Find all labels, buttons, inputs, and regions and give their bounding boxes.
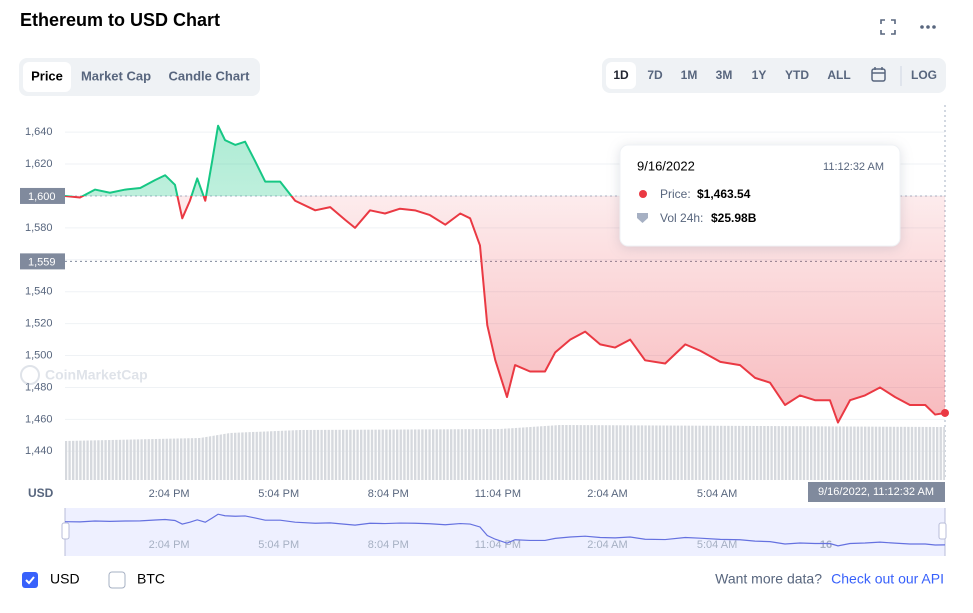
price-line-up — [64, 124, 293, 196]
price-line-down — [64, 195, 946, 424]
range-bar — [602, 58, 946, 93]
y-tick-label: 1,640 — [25, 126, 53, 138]
navigator-tick-label: 2:04 AM — [587, 539, 627, 551]
api-link[interactable]: Check out our API — [831, 571, 944, 587]
navigator-line — [64, 513, 946, 547]
legend-label[interactable]: USD — [50, 571, 80, 587]
watermark: CoinMarketCap — [20, 365, 148, 385]
title: Ethereum to USD Chart — [20, 10, 220, 30]
more-icon[interactable] — [920, 25, 936, 29]
range-button[interactable]: 1D — [613, 68, 629, 82]
range-button[interactable]: ALL — [827, 68, 850, 82]
footer-text: Want more data? — [715, 571, 822, 587]
x-tick-label: 5:04 AM — [697, 488, 737, 500]
range-button[interactable]: 3M — [716, 68, 733, 82]
y-tick-label: 1,540 — [25, 286, 53, 298]
tooltip-box — [619, 144, 901, 247]
tab[interactable]: Candle Chart — [169, 68, 251, 83]
x-tick-label: 2:04 AM — [587, 488, 627, 500]
checkmark — [25, 576, 35, 585]
range-button[interactable]: YTD — [785, 68, 809, 82]
navigator-tick-label: 2:04 PM — [149, 539, 190, 551]
navigator-tick-label: 5:04 AM — [697, 539, 737, 551]
y-tick-label: 1,460 — [25, 413, 53, 425]
tooltip-vol-icon — [637, 213, 648, 223]
tooltip-time: 11:12:32 AM — [823, 161, 884, 173]
navigator-tick-label: 8:04 PM — [368, 539, 409, 551]
fullscreen-icon[interactable] — [880, 19, 896, 35]
crosshair_y-label-box — [20, 253, 65, 270]
tab[interactable]: Market Cap — [81, 68, 151, 83]
tooltip-value: $25.98B — [711, 211, 757, 225]
tooltip-value: $1,463.54 — [697, 187, 751, 201]
tab[interactable]: Price — [31, 68, 63, 83]
navigator-handle[interactable] — [61, 522, 70, 540]
baseline-label-box — [20, 187, 65, 204]
tooltip-date: 9/16/2022 — [637, 158, 695, 173]
navigator-handle[interactable] — [938, 522, 947, 540]
range-button[interactable]: LOG — [911, 68, 937, 82]
area-down — [65, 195, 945, 423]
y-tick-label: 1,520 — [25, 318, 53, 330]
navigator-day-label: 16 — [820, 539, 832, 551]
range-button[interactable]: 1Y — [752, 68, 767, 82]
tooltip-dot — [639, 190, 647, 198]
tooltip: 9/16/2022 11:12:32 AM Price: $1,463.54 V… — [619, 144, 901, 247]
tooltip-label: Vol 24h: — [660, 211, 703, 225]
y-tick-label: 1,440 — [25, 445, 53, 457]
navigator[interactable] — [65, 508, 945, 556]
calendar-icon[interactable] — [871, 67, 886, 82]
y-axis-label: USD — [28, 486, 54, 500]
range-button[interactable]: 1M — [681, 68, 698, 82]
range-button[interactable]: 7D — [647, 68, 663, 82]
volume-bars — [65, 425, 945, 480]
tab-active[interactable] — [23, 62, 71, 92]
y-tick-label: 1,580 — [25, 222, 53, 234]
y-tick-label: 1,500 — [25, 349, 53, 361]
checkbox-checked[interactable] — [22, 572, 38, 588]
tab-bar — [19, 58, 260, 96]
watermark-text: CoinMarketCap — [45, 367, 148, 383]
area-up — [65, 125, 945, 196]
checkbox[interactable] — [108, 571, 126, 589]
range-active[interactable] — [606, 62, 636, 89]
x-tick-label: 8:04 PM — [368, 488, 409, 500]
y-tick-label: 1,620 — [25, 158, 53, 170]
y-tick-label: 1,480 — [25, 381, 53, 393]
crosshair_y-label: 1,559 — [28, 256, 56, 268]
tooltip-label: Price: — [660, 187, 691, 201]
last-point — [941, 408, 949, 417]
x-tick-label: 5:04 PM — [258, 488, 299, 500]
x-tick-label: 2:04 PM — [149, 488, 190, 500]
x-tick-label: 11:04 PM — [475, 488, 521, 500]
legend-label[interactable]: BTC — [137, 571, 165, 587]
crosshair-time-box — [808, 482, 945, 502]
navigator-tick-label: 5:04 PM — [258, 539, 299, 551]
crosshair-time: 9/16/2022, 11:12:32 AM — [818, 486, 934, 498]
baseline-label: 1,600 — [28, 191, 56, 203]
